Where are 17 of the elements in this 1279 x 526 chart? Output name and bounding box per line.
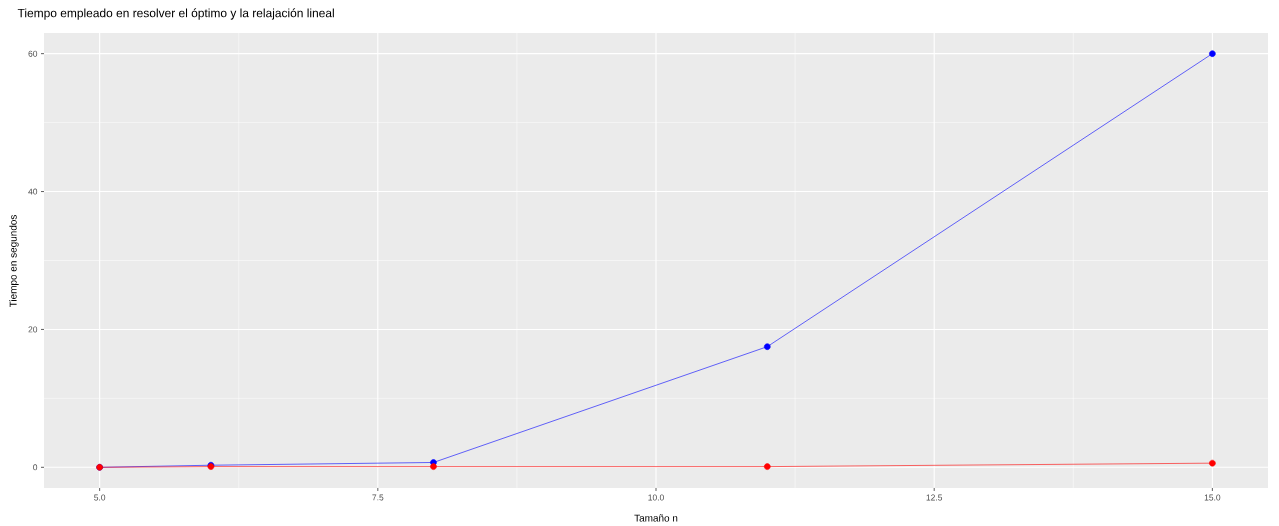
y-tick-label: 60 [28, 50, 38, 57]
point [1209, 459, 1216, 467]
x-tick-label: 15.0 [1204, 494, 1221, 501]
x-tick-label: 12.5 [926, 494, 943, 501]
y-tick-label: 20 [28, 326, 38, 333]
x-tick-label: 7.5 [372, 494, 384, 501]
point [763, 343, 771, 350]
point [430, 463, 437, 470]
chart-title: Tiempo empleado en resolver el óptimo y la relajación lineal [17, 8, 334, 20]
point [763, 463, 771, 470]
x-tick-label: 5.0 [94, 494, 106, 501]
y-tick-label: 40 [28, 188, 38, 195]
y-axis-title: Tiempo en segundos [9, 215, 19, 308]
y-tick-label: 0 [33, 464, 38, 471]
x-tick-label: 10.0 [648, 494, 664, 501]
x-axis-title: Tamaño n [634, 514, 678, 522]
point [1209, 50, 1216, 57]
